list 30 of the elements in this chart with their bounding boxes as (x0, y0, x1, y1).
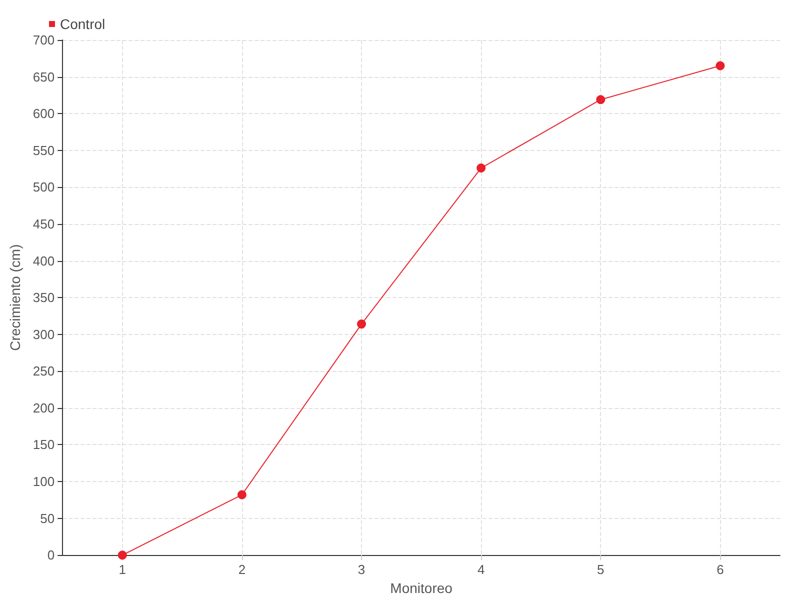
y-tick-label: 50 (40, 510, 55, 526)
point (716, 61, 725, 70)
point (357, 320, 366, 329)
y-tick-label: 600 (32, 106, 55, 122)
y-tick-label: 200 (32, 400, 55, 416)
x-tick-label: 1 (118, 562, 126, 578)
x-tick-label: 2 (238, 562, 246, 578)
x-tick-label: 6 (716, 562, 724, 578)
point (596, 95, 606, 104)
y-tick-label: 550 (32, 142, 55, 158)
x-tick-label: 5 (597, 562, 604, 578)
y-tick-label: 100 (32, 474, 55, 490)
legend-label: Control (60, 16, 106, 32)
y-tick-label: 400 (32, 253, 55, 268)
y-axis-title: Crecimiento (cm) (7, 244, 23, 351)
x-axis-title: Monitoreo (390, 580, 453, 596)
y-tick-label: 500 (32, 180, 55, 195)
x-tick-label: 4 (477, 562, 485, 578)
point (118, 550, 127, 560)
y-tick-label: 0 (47, 548, 55, 563)
y-tick-label: 650 (32, 69, 55, 84)
y-tick-label: 300 (32, 326, 55, 342)
point (476, 164, 486, 173)
y-tick-label: 450 (32, 216, 55, 232)
y-tick-label: 250 (32, 364, 55, 379)
y-tick-label: 350 (32, 290, 55, 306)
y-tick-label: 700 (32, 32, 55, 48)
y-tick-label: 150 (32, 437, 55, 452)
x-tick-label: 3 (358, 562, 366, 578)
point (237, 490, 246, 500)
